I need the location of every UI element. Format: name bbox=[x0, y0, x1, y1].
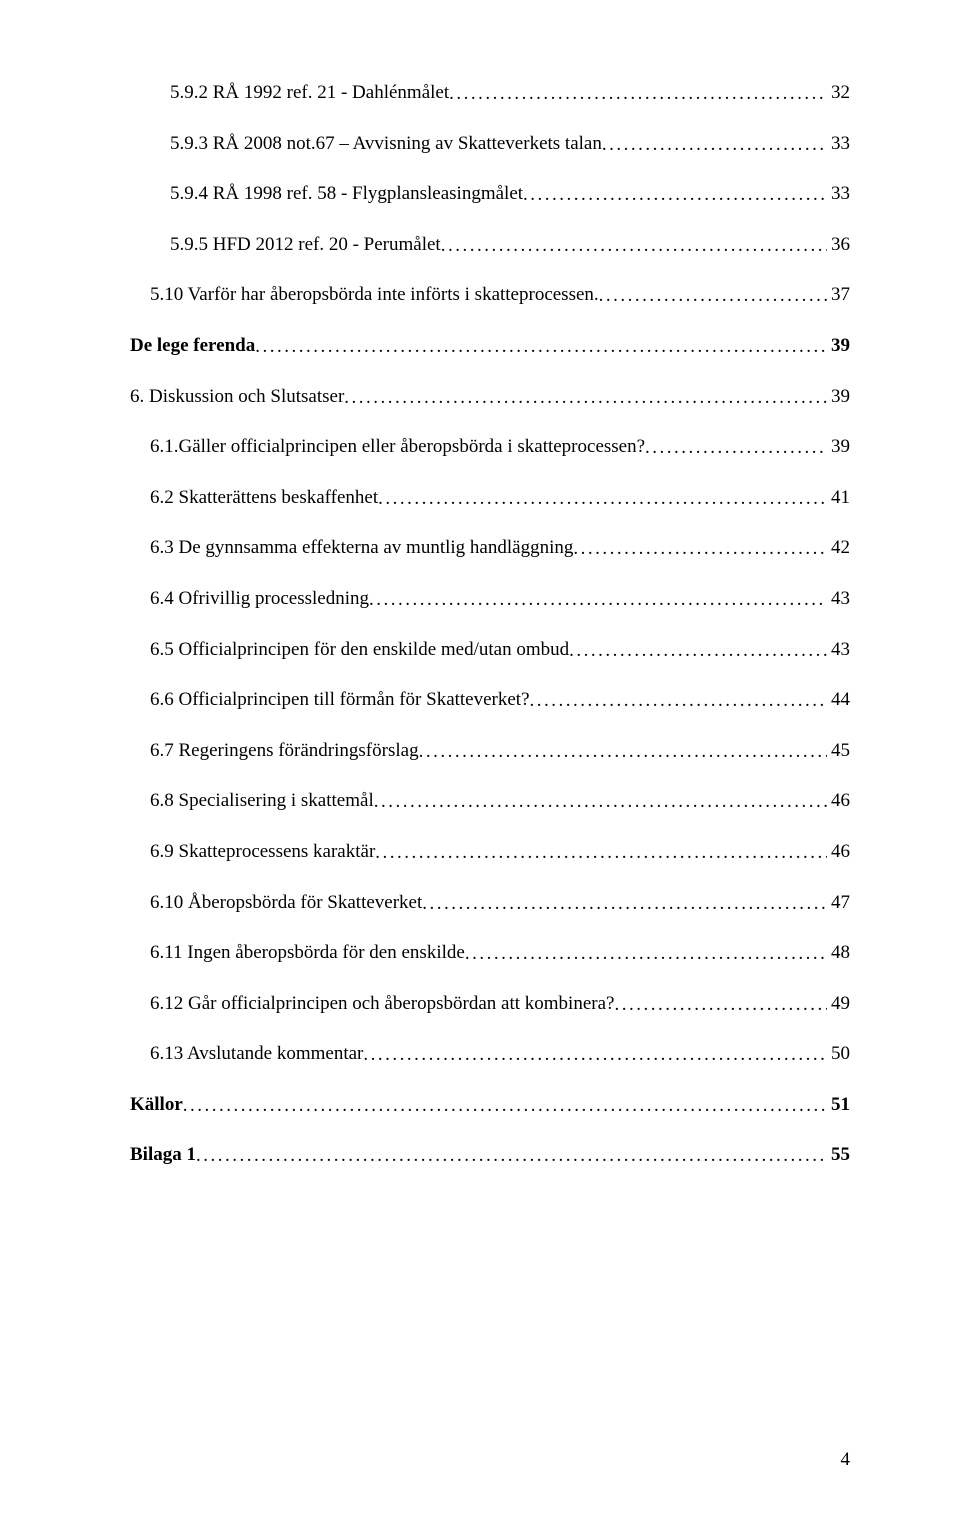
toc-entry-title: 6. Diskussion och Slutsatser bbox=[130, 384, 344, 411]
toc-entry: 6.6 Officialprincipen till förmån för Sk… bbox=[130, 687, 850, 714]
toc-entry: 6.2 Skatterättens beskaffenhet 41 bbox=[130, 485, 850, 512]
toc-entry-page: 39 bbox=[827, 333, 850, 360]
toc-entry-title: 6.8 Specialisering i skattemål bbox=[150, 788, 374, 815]
toc-entry-title: 6.7 Regeringens förändringsförslag bbox=[150, 738, 419, 765]
toc-entry-page: 49 bbox=[827, 991, 850, 1018]
toc-leader-dots bbox=[378, 486, 827, 513]
table-of-contents: 5.9.2 RÅ 1992 ref. 21 - Dahlénmålet325.9… bbox=[130, 80, 850, 1169]
toc-entry-title: 6.3 De gynnsamma effekterna av muntlig h… bbox=[150, 535, 573, 562]
toc-entry-page: 39 bbox=[827, 384, 850, 411]
toc-entry-title: 6.1.Gäller officialprincipen eller åbero… bbox=[150, 434, 645, 461]
toc-entry: 5.10 Varför har åberopsbörda inte infört… bbox=[130, 282, 850, 309]
toc-entry: 6.13 Avslutande kommentar 50 bbox=[130, 1041, 850, 1068]
toc-leader-dots bbox=[645, 435, 827, 462]
toc-entry-page: 36 bbox=[827, 232, 850, 259]
toc-leader-dots bbox=[441, 233, 827, 260]
toc-entry-page: 37 bbox=[827, 282, 850, 309]
toc-entry-title: 6.12 Går officialprincipen och åberopsbö… bbox=[150, 991, 614, 1018]
toc-entry-page: 46 bbox=[827, 839, 850, 866]
toc-leader-dots bbox=[375, 840, 827, 867]
toc-leader-dots bbox=[183, 1093, 827, 1120]
toc-entry-page: 50 bbox=[827, 1041, 850, 1068]
toc-entry-title: 6.10 Åberopsbörda för Skatteverket bbox=[150, 890, 422, 917]
toc-entry: 6.9 Skatteprocessens karaktär 46 bbox=[130, 839, 850, 866]
toc-entry: 6.8 Specialisering i skattemål 46 bbox=[130, 788, 850, 815]
toc-entry-page: 32 bbox=[827, 80, 850, 107]
toc-entry-page: 55 bbox=[827, 1142, 850, 1169]
toc-leader-dots bbox=[573, 536, 827, 563]
toc-entry-title: 5.9.2 RÅ 1992 ref. 21 - Dahlénmålet bbox=[170, 80, 449, 107]
toc-entry: 6.7 Regeringens förändringsförslag 45 bbox=[130, 738, 850, 765]
toc-entry: 5.9.3 RÅ 2008 not.67 – Avvisning av Skat… bbox=[130, 131, 850, 158]
toc-entry: 6.11 Ingen åberopsbörda för den enskilde… bbox=[130, 940, 850, 967]
toc-entry-page: 45 bbox=[827, 738, 850, 765]
toc-leader-dots bbox=[419, 739, 827, 766]
toc-entry: 5.9.4 RÅ 1998 ref. 58 - Flygplansleasing… bbox=[130, 181, 850, 208]
toc-leader-dots bbox=[530, 688, 827, 715]
document-page: 5.9.2 RÅ 1992 ref. 21 - Dahlénmålet325.9… bbox=[0, 0, 960, 1519]
toc-entry-title: 6.13 Avslutande kommentar bbox=[150, 1041, 363, 1068]
toc-entry-page: 33 bbox=[827, 181, 850, 208]
toc-entry-title: 6.11 Ingen åberopsbörda för den enskilde bbox=[150, 940, 465, 967]
toc-leader-dots bbox=[569, 638, 827, 665]
toc-entry: 5.9.2 RÅ 1992 ref. 21 - Dahlénmålet 32 bbox=[130, 80, 850, 107]
toc-entry: Källor 51 bbox=[130, 1092, 850, 1119]
toc-entry: 6.5 Officialprincipen för den enskilde m… bbox=[130, 637, 850, 664]
toc-entry-title: 5.9.4 RÅ 1998 ref. 58 - Flygplansleasing… bbox=[170, 181, 523, 208]
toc-leader-dots bbox=[599, 283, 827, 310]
toc-entry-title: De lege ferenda bbox=[130, 333, 255, 360]
toc-leader-dots bbox=[523, 182, 827, 209]
toc-leader-dots bbox=[602, 132, 827, 159]
toc-entry-page: 47 bbox=[827, 890, 850, 917]
toc-entry-page: 44 bbox=[827, 687, 850, 714]
page-number: 4 bbox=[841, 1449, 851, 1471]
toc-leader-dots bbox=[344, 385, 827, 412]
toc-leader-dots bbox=[369, 587, 827, 614]
toc-entry: 6.10 Åberopsbörda för Skatteverket 47 bbox=[130, 890, 850, 917]
toc-leader-dots bbox=[449, 81, 827, 108]
toc-leader-dots bbox=[374, 789, 827, 816]
toc-entry-page: 39 bbox=[827, 434, 850, 461]
toc-leader-dots bbox=[363, 1042, 827, 1069]
toc-entry: 6.1.Gäller officialprincipen eller åbero… bbox=[130, 434, 850, 461]
toc-leader-dots bbox=[196, 1143, 827, 1170]
toc-leader-dots bbox=[614, 992, 827, 1019]
toc-entry: Bilaga 1 55 bbox=[130, 1142, 850, 1169]
toc-leader-dots bbox=[255, 334, 827, 361]
toc-entry-title: 6.9 Skatteprocessens karaktär bbox=[150, 839, 375, 866]
toc-entry-page: 51 bbox=[827, 1092, 850, 1119]
toc-entry-page: 46 bbox=[827, 788, 850, 815]
toc-entry-page: 43 bbox=[827, 637, 850, 664]
toc-entry-title: 6.2 Skatterättens beskaffenhet bbox=[150, 485, 378, 512]
toc-entry-title: 6.6 Officialprincipen till förmån för Sk… bbox=[150, 687, 530, 714]
toc-entry-page: 42 bbox=[827, 535, 850, 562]
toc-entry: De lege ferenda 39 bbox=[130, 333, 850, 360]
toc-entry-title: 6.4 Ofrivillig processledning bbox=[150, 586, 369, 613]
toc-entry-title: Källor bbox=[130, 1092, 183, 1119]
toc-entry-title: 5.9.5 HFD 2012 ref. 20 - Perumålet bbox=[170, 232, 441, 259]
toc-entry: 6.12 Går officialprincipen och åberopsbö… bbox=[130, 991, 850, 1018]
toc-entry-title: 5.9.3 RÅ 2008 not.67 – Avvisning av Skat… bbox=[170, 131, 602, 158]
toc-entry-page: 41 bbox=[827, 485, 850, 512]
toc-entry-title: 5.10 Varför har åberopsbörda inte infört… bbox=[150, 282, 599, 309]
toc-entry-title: Bilaga 1 bbox=[130, 1142, 196, 1169]
toc-entry: 6. Diskussion och Slutsatser 39 bbox=[130, 384, 850, 411]
toc-entry: 5.9.5 HFD 2012 ref. 20 - Perumålet 36 bbox=[130, 232, 850, 259]
toc-entry-title: 6.5 Officialprincipen för den enskilde m… bbox=[150, 637, 569, 664]
toc-leader-dots bbox=[465, 941, 827, 968]
toc-entry: 6.3 De gynnsamma effekterna av muntlig h… bbox=[130, 535, 850, 562]
toc-leader-dots bbox=[422, 891, 827, 918]
toc-entry-page: 48 bbox=[827, 940, 850, 967]
toc-entry: 6.4 Ofrivillig processledning 43 bbox=[130, 586, 850, 613]
toc-entry-page: 43 bbox=[827, 586, 850, 613]
toc-entry-page: 33 bbox=[827, 131, 850, 158]
